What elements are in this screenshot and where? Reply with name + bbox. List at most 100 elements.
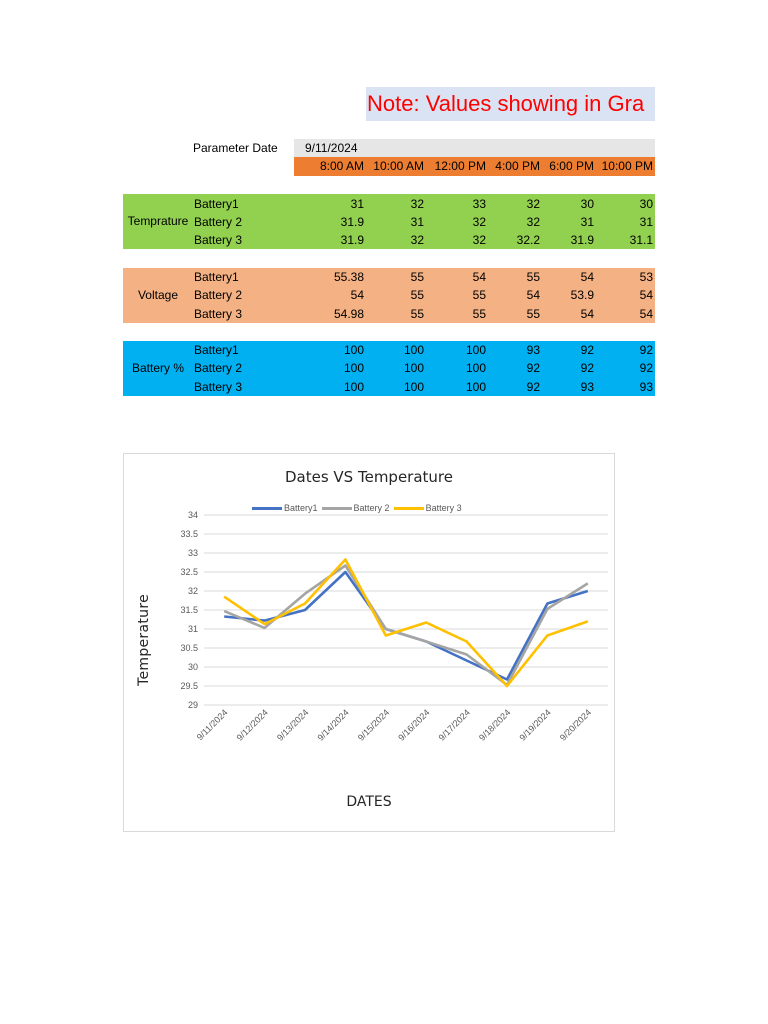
battery-percent-block: Battery % Battery1 Battery 2 Battery 3 1… (123, 341, 655, 396)
value-cell[interactable]: 31.9 (340, 233, 364, 247)
value-cell[interactable]: 31 (580, 215, 594, 229)
value-cell[interactable]: 54 (472, 270, 486, 284)
parameter-date-label: Parameter Date (193, 141, 278, 155)
x-tick-label: 9/19/2024 (517, 707, 552, 742)
time-header-cell[interactable]: 6:00 PM (549, 159, 594, 173)
voltage-block: Voltage Battery1 Battery 2 Battery 3 55.… (123, 268, 655, 323)
temperature-chart[interactable]: Dates VS Temperature Battery1 Battery 2 … (123, 453, 615, 832)
value-cell[interactable]: 55 (472, 288, 486, 302)
legend-item-battery2: Battery 2 (321, 503, 390, 513)
value-cell[interactable]: 54 (580, 270, 594, 284)
value-cell[interactable]: 53.9 (570, 288, 594, 302)
series-line-battery1[interactable] (224, 570, 589, 681)
series-line-battery2[interactable] (223, 564, 589, 687)
value-cell[interactable]: 32 (410, 233, 424, 247)
x-tick-label: 9/13/2024 (275, 707, 310, 742)
value-cell[interactable]: 92 (639, 343, 653, 357)
value-cell[interactable]: 54 (526, 288, 540, 302)
value-cell[interactable]: 100 (343, 380, 364, 394)
time-header-cell[interactable]: 10:00 AM (373, 159, 424, 173)
value-cell[interactable]: 31 (350, 197, 364, 211)
value-cell[interactable]: 100 (465, 343, 486, 357)
legend-line-icon (321, 506, 352, 510)
value-cell[interactable]: 32 (526, 215, 540, 229)
value-cell[interactable]: 92 (639, 361, 653, 375)
time-header-cell[interactable]: 8:00 AM (319, 159, 364, 173)
value-cell[interactable]: 53 (639, 270, 653, 284)
value-cell[interactable]: 100 (403, 361, 424, 375)
x-tick-label: 9/20/2024 (558, 707, 593, 742)
value-cell[interactable]: 100 (465, 361, 486, 375)
value-cell[interactable]: 32 (410, 197, 424, 211)
value-cell[interactable]: 54 (580, 307, 594, 321)
value-cell[interactable]: 55 (410, 307, 424, 321)
chart-title: Dates VS Temperature (284, 468, 453, 486)
note-banner: Note: Values showing in Gra (366, 87, 655, 121)
chart-legend: Battery1 Battery 2 Battery 3 (252, 503, 466, 513)
row-name[interactable]: Battery 2 (194, 288, 243, 302)
value-cell[interactable]: 54.98 (333, 307, 364, 321)
time-header-cell[interactable]: 4:00 PM (495, 159, 540, 173)
date-cell[interactable]: 9/11/2024 (294, 139, 655, 157)
value-cell[interactable]: 31 (639, 215, 653, 229)
value-cell[interactable]: 92 (580, 343, 594, 357)
row-name[interactable]: Battery 3 (194, 380, 243, 394)
value-cell[interactable]: 32 (472, 233, 486, 247)
value-cell[interactable]: 55.38 (333, 270, 364, 284)
series-line-battery3[interactable] (223, 558, 589, 688)
value-cell[interactable]: 31.9 (340, 215, 364, 229)
x-tick-label: 9/11/2024 (195, 707, 230, 742)
value-cell[interactable]: 100 (403, 380, 424, 394)
value-cell[interactable]: 31.9 (570, 233, 594, 247)
y-tick-label: 34 (188, 510, 198, 520)
row-name[interactable]: Battery1 (194, 343, 239, 357)
value-cell[interactable]: 55 (526, 270, 540, 284)
legend-line-icon (252, 506, 282, 510)
y-tick-label: 33.5 (180, 529, 198, 539)
value-cell[interactable]: 100 (343, 343, 364, 357)
legend-label: Battery 2 (353, 503, 390, 513)
value-cell[interactable]: 93 (580, 380, 594, 394)
value-cell[interactable]: 55 (410, 270, 424, 284)
x-tick-label: 9/14/2024 (315, 707, 350, 742)
value-cell[interactable]: 55 (526, 307, 540, 321)
time-header-cell[interactable]: 12:00 PM (434, 159, 486, 173)
group-label-temperature[interactable]: Temprature (127, 214, 189, 228)
value-cell[interactable]: 32 (526, 197, 540, 211)
value-cell[interactable]: 100 (403, 343, 424, 357)
y-tick-label: 29.5 (180, 681, 198, 691)
value-cell[interactable]: 92 (526, 380, 540, 394)
plot-area: 34 33.5 33 32.5 32 31.5 31 30.5 30 29.5 299/11/202… (180, 510, 608, 743)
group-label-battery-percent[interactable]: Battery % (131, 361, 185, 375)
row-name[interactable]: Battery 3 (194, 233, 243, 247)
value-cell[interactable]: 33 (472, 197, 486, 211)
value-cell[interactable]: 93 (526, 343, 540, 357)
value-cell[interactable]: 31.1 (629, 233, 653, 247)
row-name[interactable]: Battery1 (194, 197, 239, 211)
value-cell[interactable]: 92 (526, 361, 540, 375)
value-cell[interactable]: 31 (410, 215, 424, 229)
row-name[interactable]: Battery 2 (194, 215, 243, 229)
value-cell[interactable]: 55 (410, 288, 424, 302)
value-cell[interactable]: 32 (472, 215, 486, 229)
row-name[interactable]: Battery 2 (194, 361, 243, 375)
x-axis-title: DATES (346, 794, 392, 810)
value-cell[interactable]: 55 (472, 307, 486, 321)
value-cell[interactable]: 100 (343, 361, 364, 375)
value-cell[interactable]: 30 (580, 197, 594, 211)
legend-label: Battery1 (284, 503, 318, 513)
time-header-cell[interactable]: 10:00 PM (601, 159, 653, 173)
group-label-voltage[interactable]: Voltage (137, 288, 179, 302)
value-cell[interactable]: 54 (639, 288, 653, 302)
x-tick-label: 9/12/2024 (235, 707, 270, 742)
value-cell[interactable]: 54 (639, 307, 653, 321)
legend-item-battery3: Battery 3 (393, 503, 462, 513)
value-cell[interactable]: 32.2 (516, 233, 540, 247)
value-cell[interactable]: 92 (580, 361, 594, 375)
value-cell[interactable]: 93 (639, 380, 653, 394)
value-cell[interactable]: 100 (465, 380, 486, 394)
row-name[interactable]: Battery1 (194, 270, 239, 284)
row-name[interactable]: Battery 3 (194, 307, 243, 321)
value-cell[interactable]: 30 (639, 197, 653, 211)
value-cell[interactable]: 54 (350, 288, 364, 302)
